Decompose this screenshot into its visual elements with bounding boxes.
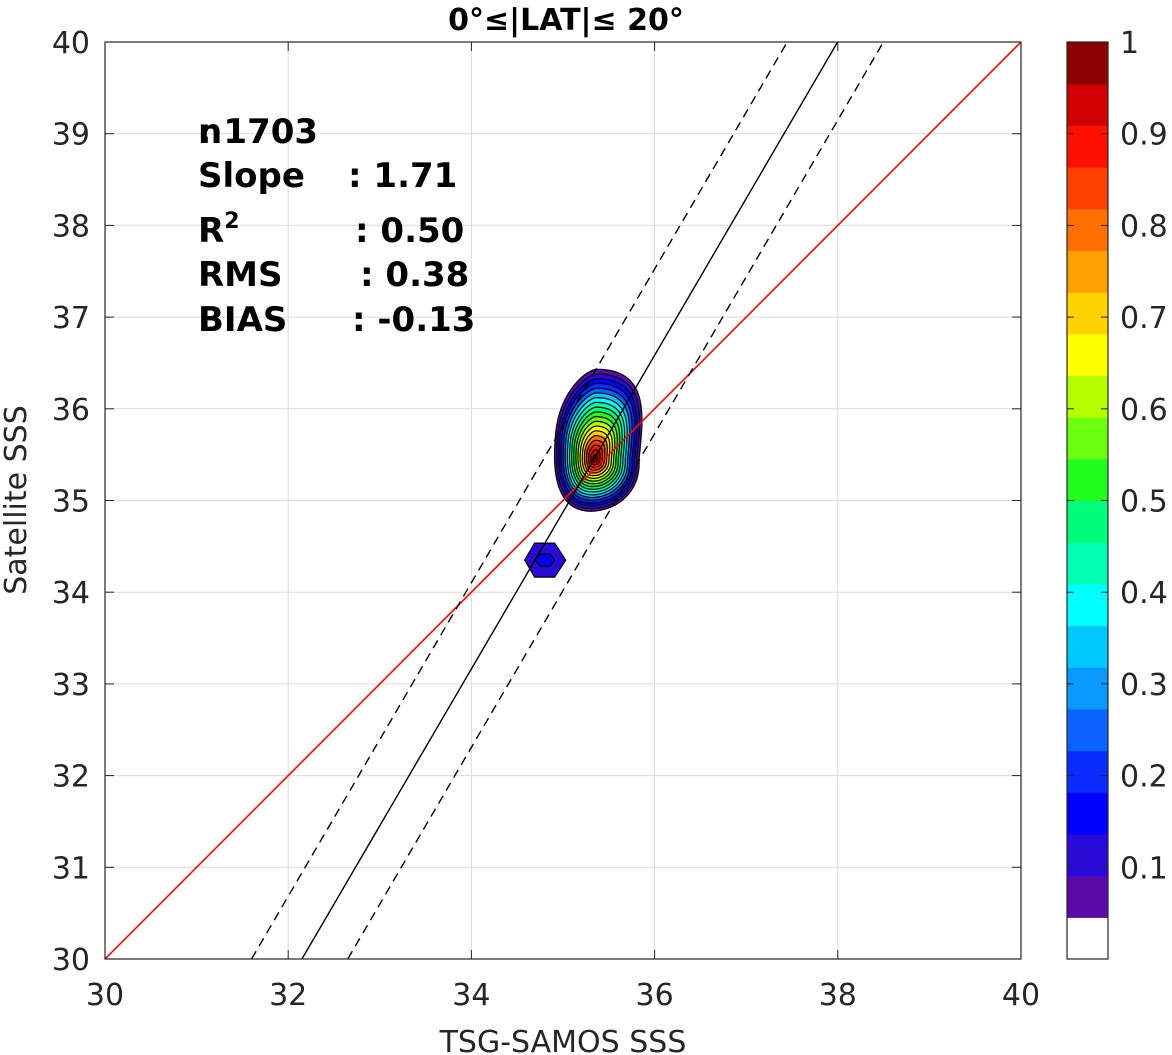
colorbar-band	[1067, 292, 1108, 335]
y-axis-label: Satellite SSS	[0, 405, 34, 595]
y-tick-label: 38	[52, 209, 90, 244]
stat-label: n	[198, 112, 222, 152]
colorbar-band	[1067, 792, 1108, 835]
colorbar-tick-label: 0.2	[1120, 760, 1168, 795]
x-tick-label: 40	[1002, 978, 1040, 1013]
colorbar-tick-label: 0.5	[1120, 485, 1168, 520]
colorbar-band	[1067, 375, 1108, 418]
y-tick-label: 33	[52, 668, 90, 703]
colorbar-band	[1067, 875, 1108, 918]
colorbar-tick-label: 0.8	[1120, 209, 1168, 244]
reference-lines	[105, 42, 1021, 959]
stat-label: BIAS	[198, 300, 287, 340]
stat-label: RMS	[198, 255, 283, 295]
y-tick-label: 36	[52, 393, 90, 428]
colorbar-band	[1067, 917, 1108, 960]
colorbar-tick-label: 0.3	[1120, 668, 1168, 703]
colorbar-band	[1067, 417, 1108, 460]
grid	[105, 42, 1021, 959]
colorbar-tick-label: 0.7	[1120, 301, 1168, 336]
colorbar-band	[1067, 333, 1108, 377]
y-tick-label: 31	[52, 851, 90, 886]
chart-title: 0°≤|LAT|≤ 20°	[448, 3, 684, 38]
y-tick-label: 34	[52, 576, 90, 611]
stat-label: Slope	[198, 156, 305, 196]
y-tick-labels: 30 31 32 33 34 35 36 37 38 39 40	[52, 26, 90, 978]
regression-line	[301, 42, 839, 959]
y-tick-label: 40	[52, 26, 90, 61]
colorbar-band	[1067, 542, 1108, 585]
colorbar-band	[1067, 625, 1108, 668]
rms-upper-line	[347, 42, 885, 959]
colorbar-band	[1067, 208, 1108, 252]
colorbar-band	[1067, 458, 1108, 502]
stat-value: : 0.38	[360, 255, 469, 295]
y-tick-label: 35	[52, 485, 90, 520]
one-to-one-line	[105, 42, 1021, 959]
colorbar-band	[1067, 708, 1108, 752]
colorbar-band	[1067, 583, 1108, 627]
colorbar-tick-label: 0.9	[1120, 118, 1168, 153]
y-tick-label: 37	[52, 301, 90, 336]
stat-value: : 1.71	[348, 156, 457, 196]
x-axis-label: TSG-SAMOS SSS	[439, 1025, 687, 1055]
colorbar-band	[1067, 125, 1108, 168]
y-tick-label: 32	[52, 760, 90, 795]
x-tick-label: 32	[269, 978, 307, 1013]
colorbar-tick-label: 0.1	[1120, 851, 1168, 886]
colorbar-tick-label: 0.4	[1120, 576, 1168, 611]
stat-label: R2	[198, 209, 240, 251]
x-tick-label: 30	[86, 978, 124, 1013]
colorbar-band	[1067, 250, 1108, 293]
y-tick-label: 39	[52, 118, 90, 153]
colorbar-band	[1067, 667, 1108, 710]
axis-ticks	[104, 41, 1022, 960]
stat-value: : 0.50	[355, 211, 464, 251]
secondary-contour-inner	[533, 553, 556, 567]
colorbar: 0.1 0.2 0.3 0.4 0.5 0.6 0.7 0.8 0.9 1	[1066, 26, 1168, 960]
density-contours	[523, 368, 643, 578]
colorbar-band	[1067, 833, 1108, 877]
colorbar-band	[1067, 500, 1108, 543]
colorbar-band	[1067, 42, 1108, 85]
colorbar-band	[1067, 83, 1108, 126]
x-tick-label: 36	[636, 978, 674, 1013]
x-tick-label: 34	[452, 978, 490, 1013]
stat-value: : 1703	[198, 112, 318, 152]
colorbar-band	[1067, 167, 1108, 210]
stat-value: : -0.13	[352, 300, 475, 340]
x-tick-label: 38	[819, 978, 857, 1013]
rms-lower-line	[250, 42, 788, 959]
y-tick-label: 30	[52, 943, 90, 978]
colorbar-band	[1067, 750, 1108, 793]
colorbar-tick-label: 0.6	[1120, 393, 1168, 428]
x-tick-labels: 30 32 34 36 38 40	[86, 978, 1040, 1013]
colorbar-tick-label: 1	[1120, 26, 1139, 61]
